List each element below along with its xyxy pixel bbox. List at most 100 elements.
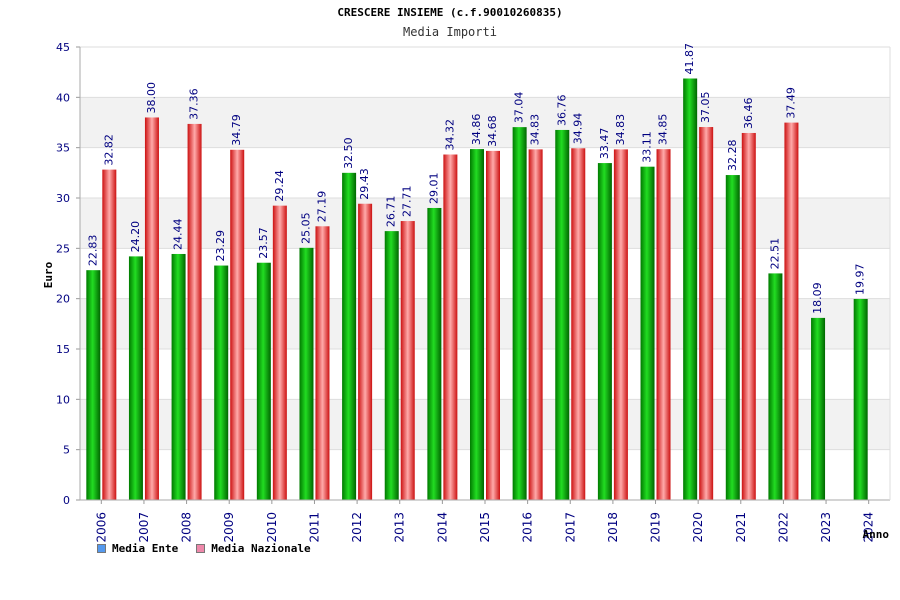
data-label: 37.36: [188, 88, 201, 120]
y-tick-label: 35: [56, 142, 70, 155]
x-tick-label: 2022: [776, 512, 790, 543]
x-tick-label: 2018: [606, 512, 620, 543]
bar-media-ente: [683, 78, 698, 500]
data-label: 23.29: [214, 230, 227, 262]
x-axis-label: Anno: [863, 528, 890, 541]
legend-swatch-nazionale: [196, 544, 206, 553]
chart-title: CRESCERE INSIEME (c.f.90010260835): [337, 6, 563, 19]
x-tick-label: 2014: [435, 512, 449, 543]
data-label: 37.04: [513, 92, 526, 124]
y-axis-label: Euro: [42, 261, 55, 288]
x-tick-label: 2007: [137, 512, 151, 543]
legend: Media Ente Media Nazionale: [97, 542, 311, 555]
data-label: 26.71: [385, 196, 398, 228]
bar-media-ente: [128, 256, 143, 500]
bar-media-ente: [512, 127, 527, 500]
data-label: 36.46: [742, 97, 755, 129]
data-label: 29.43: [358, 168, 371, 200]
bar-media-nazionale: [571, 148, 586, 500]
data-label: 32.82: [102, 134, 115, 166]
data-label: 29.01: [427, 172, 440, 204]
data-label: 24.44: [172, 218, 185, 250]
legend-item-ente: Media Ente: [97, 542, 178, 555]
data-label: 22.51: [768, 238, 781, 270]
data-label: 33.11: [641, 131, 654, 163]
bar-media-ente: [342, 172, 357, 501]
bar-media-nazionale: [486, 150, 500, 500]
bar-media-nazionale: [699, 127, 714, 500]
bar-media-ente: [427, 207, 442, 500]
data-label: 34.32: [443, 119, 456, 151]
bar-media-nazionale: [358, 203, 373, 500]
chart-subtitle: Media Importi: [403, 25, 497, 39]
bar-media-ente: [214, 265, 229, 500]
legend-item-nazionale: Media Nazionale: [196, 542, 311, 555]
x-tick-label: 2015: [478, 512, 492, 543]
bar-media-ente: [768, 273, 783, 500]
x-tick-label: 2023: [819, 512, 833, 543]
data-label: 34.83: [614, 114, 627, 146]
x-tick-label: 2013: [393, 512, 407, 543]
y-tick-label: 45: [56, 41, 70, 54]
bar-media-ente: [256, 262, 271, 500]
data-label: 34.94: [571, 113, 584, 145]
bar-media-ente: [725, 175, 740, 500]
data-label: 34.83: [529, 114, 542, 146]
data-label: 32.50: [342, 137, 355, 169]
x-tick-label: 2008: [180, 512, 194, 543]
data-label: 32.28: [726, 140, 739, 172]
bar-media-nazionale: [187, 123, 202, 500]
x-tick-label: 2019: [649, 512, 663, 543]
y-tick-label: 40: [56, 91, 70, 104]
data-label: 27.71: [401, 186, 414, 218]
data-label: 19.97: [854, 263, 867, 295]
bar-media-nazionale: [400, 221, 415, 500]
bar-media-nazionale: [528, 149, 543, 501]
data-label: 33.47: [598, 128, 611, 160]
x-tick-label: 2010: [265, 512, 279, 543]
data-label: 34.85: [657, 114, 670, 146]
data-label: 22.83: [86, 235, 99, 267]
bar-media-nazionale: [613, 149, 628, 501]
data-label: 27.19: [315, 191, 328, 223]
data-label: 34.68: [486, 115, 499, 147]
bar-media-ente: [811, 317, 826, 500]
data-label: 18.09: [811, 282, 824, 314]
data-label: 24.20: [129, 221, 142, 253]
x-tick-label: 2011: [307, 512, 321, 543]
x-tick-label: 2024: [862, 512, 876, 543]
bar-media-nazionale: [656, 149, 671, 500]
y-tick-label: 5: [63, 444, 70, 457]
x-tick-label: 2021: [734, 512, 748, 543]
data-label: 34.86: [470, 114, 483, 146]
bar-media-ente: [597, 163, 612, 500]
x-tick-label: 2006: [94, 512, 108, 543]
data-label: 37.49: [784, 87, 797, 119]
data-label: 25.05: [299, 212, 312, 244]
bar-media-nazionale: [443, 154, 458, 500]
data-label: 41.87: [683, 43, 696, 75]
legend-swatch-ente: [97, 544, 106, 553]
bar-media-nazionale: [230, 149, 245, 500]
legend-label-nazionale: Media Nazionale: [211, 542, 311, 555]
bar-media-nazionale: [102, 169, 117, 500]
data-label: 23.57: [257, 227, 270, 259]
bar-media-nazionale: [741, 132, 756, 500]
bar-media-ente: [853, 298, 868, 500]
legend-label-ente: Media Ente: [112, 542, 179, 555]
data-label: 37.05: [699, 92, 712, 124]
bar-media-ente: [171, 253, 186, 500]
x-tick-label: 2009: [222, 512, 236, 543]
bar-media-ente: [470, 149, 484, 501]
data-label: 36.76: [555, 94, 568, 126]
plot-band: [80, 47, 890, 98]
bar-media-nazionale: [784, 122, 799, 500]
bar-media-nazionale: [144, 117, 159, 500]
x-tick-label: 2016: [521, 512, 535, 543]
x-tick-label: 2017: [563, 512, 577, 543]
y-tick-label: 20: [56, 293, 70, 306]
bar-media-ente: [86, 270, 101, 500]
bar-media-ente: [384, 231, 399, 501]
x-tick-label: 2020: [691, 512, 705, 543]
